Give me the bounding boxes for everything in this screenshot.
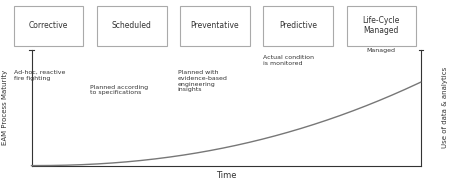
Text: Preventative: Preventative (190, 21, 239, 30)
FancyBboxPatch shape (263, 6, 333, 46)
Text: Ad-hoc, reactive
fire fighting: Ad-hoc, reactive fire fighting (14, 70, 65, 81)
Text: EAM Process Maturity: EAM Process Maturity (2, 70, 9, 145)
Text: Planned according
to specifications: Planned according to specifications (90, 85, 148, 95)
Text: Actual condition
is monitored: Actual condition is monitored (263, 55, 314, 66)
Text: Life-Cycle
Managed: Life-Cycle Managed (363, 16, 400, 36)
Text: Predictive: Predictive (279, 21, 317, 30)
Text: Time: Time (216, 171, 236, 180)
FancyBboxPatch shape (346, 6, 416, 46)
FancyBboxPatch shape (97, 6, 166, 46)
Text: Managed: Managed (367, 48, 396, 53)
Text: Use of data & analytics: Use of data & analytics (441, 67, 448, 148)
FancyBboxPatch shape (180, 6, 250, 46)
Text: Corrective: Corrective (29, 21, 68, 30)
FancyBboxPatch shape (14, 6, 83, 46)
Text: Scheduled: Scheduled (112, 21, 152, 30)
Text: Planned with
evidence-based
engineering
insights: Planned with evidence-based engineering … (178, 70, 228, 92)
